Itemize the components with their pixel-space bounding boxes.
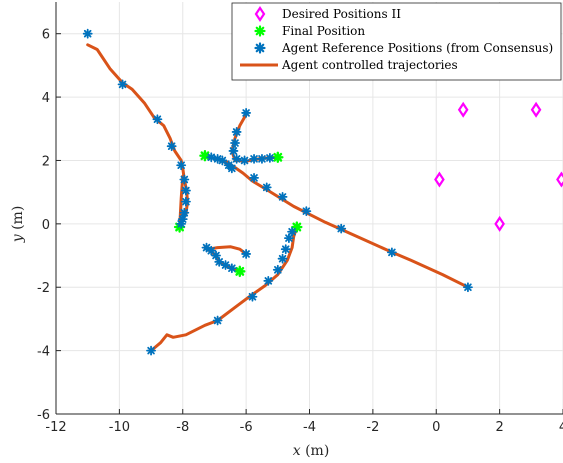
desired-position-marker [494, 215, 505, 232]
legend-label-final: Final Position [282, 24, 365, 38]
x-tick-label: 2 [495, 420, 503, 435]
desired-position-marker [434, 171, 445, 188]
x-tick-label: 4 [559, 420, 563, 435]
reference-position-marker [82, 28, 93, 39]
x-tick-label: -10 [109, 420, 130, 435]
reference-position-marker [179, 207, 190, 218]
reference-position-marker [181, 185, 191, 196]
legend-label-trajectory: Agent controlled trajectories [281, 58, 458, 72]
reference-position-marker [181, 196, 191, 207]
legend-final-marker [254, 25, 266, 37]
y-tick-label: 2 [42, 154, 50, 169]
y-tick-label: 4 [42, 91, 50, 106]
y-tick-label: -6 [37, 408, 50, 423]
legend-reference-marker [254, 42, 266, 54]
reference-position-marker [336, 223, 347, 234]
desired-position-marker [556, 171, 563, 188]
reference-position-marker [263, 275, 274, 286]
reference-position-marker [264, 153, 275, 163]
reference-position-marker [247, 291, 258, 302]
y-tick-label: -4 [37, 345, 50, 360]
final-position-marker [234, 265, 246, 278]
x-axis-label: x (m) [293, 443, 330, 459]
reference-position-marker [212, 315, 223, 326]
reference-position-marker [176, 218, 187, 229]
reference-position-marker [226, 263, 237, 274]
reference-position-marker [277, 192, 288, 202]
x-tick-label: -2 [366, 420, 379, 435]
reference-position-marker [206, 245, 217, 256]
reference-position-marker [117, 79, 128, 90]
reference-position-marker [176, 160, 187, 171]
reference-position-marker [226, 163, 237, 174]
final-position-marker [272, 151, 284, 163]
reference-position-marker [230, 138, 240, 148]
reference-position-marker [277, 253, 288, 264]
desired-position-marker [457, 101, 469, 118]
x-tick-label: -6 [240, 420, 253, 435]
x-tick-label: -4 [303, 420, 316, 435]
reference-position-marker [280, 244, 291, 255]
reference-position-marker [463, 282, 473, 293]
reference-position-marker [166, 141, 177, 152]
reference-position-marker [146, 345, 156, 356]
axes [55, 2, 563, 415]
legend-box [231, 2, 562, 81]
reference-position-marker [231, 127, 242, 137]
reference-position-marker [301, 206, 312, 217]
reference-position-marker [261, 182, 272, 193]
reference-position-marker [217, 155, 228, 166]
reference-position-marker [249, 172, 259, 183]
x-tick-label: 0 [432, 420, 440, 435]
x-tick-label: -8 [176, 420, 189, 435]
desired-position-marker [530, 101, 542, 118]
reference-position-marker [206, 152, 217, 163]
reference-position-marker [257, 153, 267, 164]
reference-position-marker [152, 114, 163, 125]
reference-position-marker [231, 153, 242, 164]
reference-position-marker [249, 153, 259, 164]
plot-area [82, 28, 563, 356]
reference-position-marker [179, 174, 190, 185]
y-tick-label: -2 [37, 281, 50, 296]
legend-label-reference: Agent Reference Positions (from Consensu… [281, 41, 553, 55]
legend: Desired Positions II Final Position Agent … [231, 2, 562, 81]
y-tick-label: 0 [42, 218, 50, 233]
reference-position-marker [272, 264, 283, 275]
reference-position-marker [201, 242, 212, 253]
reference-position-marker [386, 247, 397, 258]
legend-label-desired: Desired Positions II [282, 7, 401, 21]
reference-position-marker [228, 146, 239, 156]
trajectory-line [149, 225, 299, 353]
legend-desired-marker [254, 6, 266, 22]
y-axis-label: y (m) [10, 206, 26, 244]
final-position-marker [199, 150, 211, 162]
reference-position-marker [239, 155, 250, 166]
reference-position-marker [287, 226, 297, 237]
x-tick-label: -12 [45, 420, 66, 435]
y-tick-label: 6 [42, 28, 50, 43]
reference-position-marker [241, 108, 252, 118]
reference-position-marker [241, 249, 252, 259]
tick-labels: -12 -10 -8 -6 -4 -2 0 2 4 -6 -4 -2 0 2 4 6 [37, 28, 563, 435]
